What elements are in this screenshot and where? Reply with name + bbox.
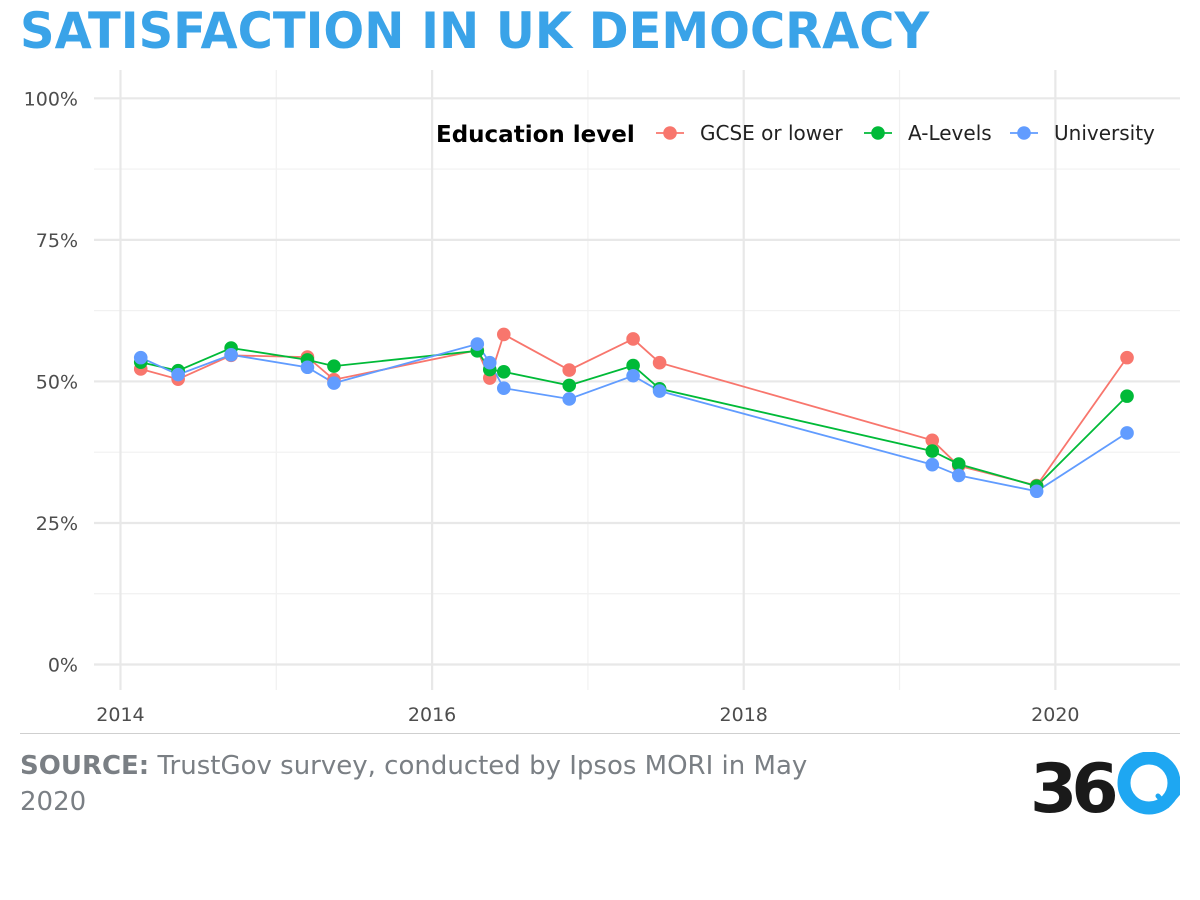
data-point-university (562, 392, 577, 406)
y-tick-label: 25% (36, 513, 78, 535)
source-label: SOURCE: (20, 751, 150, 781)
legend-label: University (1054, 121, 1155, 145)
x-tick-label: 2020 (1031, 704, 1079, 726)
data-point-gcse (562, 363, 577, 377)
data-point-university (652, 384, 667, 398)
data-point-gcse (496, 327, 511, 342)
x-tick-label: 2018 (720, 704, 768, 726)
legend-key-point (663, 126, 677, 140)
chart-title: SATISFACTION IN UK DEMOCRACY (20, 2, 930, 60)
chart-area: 0% 25% 50% 75% 100% 2014 2016 2018 2020 Educati… (24, 70, 1180, 726)
x-tick-label: 2014 (96, 704, 144, 726)
data-point-university (1120, 426, 1134, 440)
logo-digits: 36 (1030, 752, 1115, 818)
data-point-university (951, 468, 966, 483)
footer-divider (20, 733, 1180, 734)
legend: Education level GCSE or lower A-Levels Univ… (436, 121, 1155, 148)
data-point-university (1029, 484, 1044, 499)
y-axis-ticks: 0% 25% 50% 75% 100% (24, 88, 78, 676)
grid-major (94, 70, 1180, 690)
series-lines (140, 333, 1128, 493)
data-point-gcse (626, 332, 640, 346)
data-point-alevels (951, 457, 966, 471)
logo-check-icon (1155, 788, 1180, 809)
source-text: TrustGov survey, conducted by Ipsos MORI… (20, 751, 808, 817)
data-point-university (496, 381, 511, 396)
data-point-university (482, 355, 497, 370)
x-tick-label: 2016 (408, 704, 456, 726)
x-axis-ticks: 2014 2016 2018 2020 (96, 704, 1079, 726)
y-tick-label: 50% (36, 371, 78, 393)
legend-title: Education level (436, 122, 635, 148)
data-point-university (133, 350, 148, 365)
data-point-university (327, 376, 341, 390)
data-point-alevels (925, 444, 940, 458)
data-point-university (626, 368, 640, 383)
data-point-alevels (626, 358, 640, 373)
legend-label: GCSE or lower (700, 121, 843, 145)
legend-label: A-Levels (908, 121, 992, 145)
data-point-alevels (1120, 389, 1134, 403)
data-point-university (300, 360, 315, 375)
legend-key-point (1017, 126, 1031, 140)
data-point-alevels (562, 378, 577, 393)
legend-key-point (871, 126, 885, 140)
data-point-university (470, 337, 485, 351)
data-point-alevels (496, 364, 511, 379)
data-point-gcse (652, 355, 667, 370)
logo-ring (1117, 752, 1180, 815)
data-point-university (925, 457, 940, 472)
data-point-alevels (327, 359, 341, 373)
y-tick-label: 0% (48, 655, 78, 677)
logo-360: 36 (1030, 752, 1180, 818)
data-point-gcse (1120, 350, 1134, 365)
y-tick-label: 75% (36, 230, 78, 252)
y-tick-label: 100% (24, 88, 78, 110)
source-note: SOURCE: TrustGov survey, conducted by Ip… (20, 748, 820, 820)
data-point-university (171, 367, 185, 382)
data-point-gcse (925, 433, 940, 448)
series-points (133, 327, 1134, 499)
data-point-university (224, 348, 238, 362)
